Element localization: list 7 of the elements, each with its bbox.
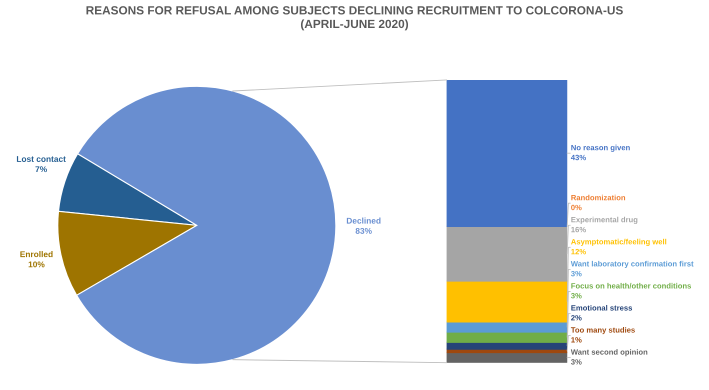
slice-label: Lost contact — [16, 156, 66, 162]
data-label: 10% — [28, 261, 45, 268]
slice-label: Declined — [346, 218, 380, 224]
data-label: 83% — [356, 228, 372, 234]
data-label: 7% — [35, 166, 47, 172]
chart-title: REASONS FOR REFUSAL AMONG SUBJECTS DECLINING RECRUITMENT TO COLCORONA-US (APRIL-JUNE 2020) — [86, 6, 623, 30]
slice-label: Enrolled — [20, 251, 53, 258]
